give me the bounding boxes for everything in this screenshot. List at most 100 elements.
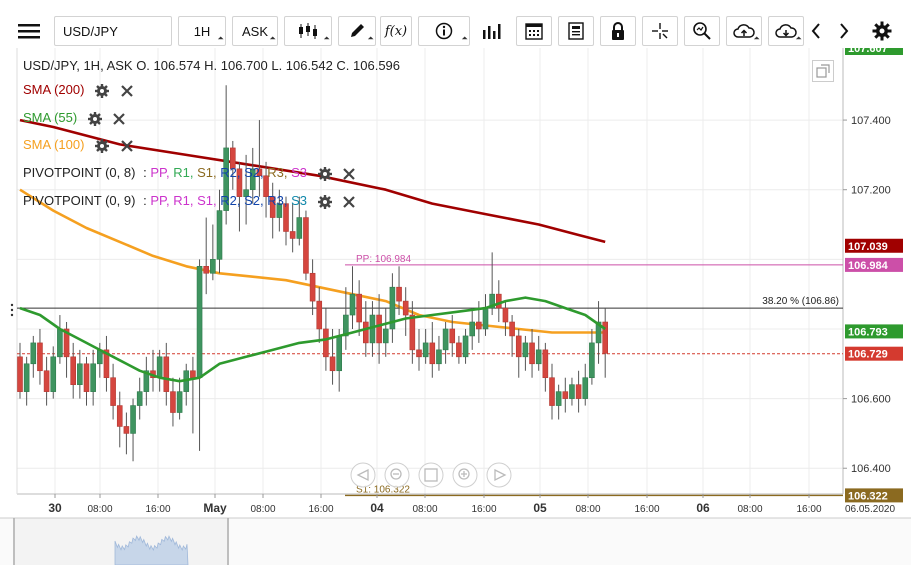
candle-body: [502, 307, 509, 323]
pivot8-label[interactable]: PIVOTPOINT (0, 8): [23, 165, 136, 180]
save-cloud-button[interactable]: [726, 16, 762, 46]
y-tick-label: 106.600: [851, 394, 891, 406]
candle-body: [103, 349, 110, 379]
candle-body: [522, 342, 529, 358]
pivot9-label[interactable]: PIVOTPOINT (0, 9): [23, 193, 136, 208]
volume-button[interactable]: [476, 16, 508, 46]
price-tag-label: 107.039: [848, 241, 888, 253]
menu-button[interactable]: [14, 16, 44, 46]
indicators-button[interactable]: f(x): [380, 16, 412, 46]
candle-body: [509, 321, 515, 337]
candle-body: [243, 189, 249, 197]
draw-tools-dropdown[interactable]: [338, 16, 376, 46]
candle-body: [529, 342, 535, 365]
price-tag-bg: [845, 238, 903, 253]
sma55-remove-close-icon[interactable]: [112, 112, 126, 126]
pivot9-r3: R3,: [267, 193, 288, 208]
candle-body: [23, 363, 30, 392]
sma55-line: [19, 296, 606, 383]
y-tick-label: 106.400: [851, 463, 891, 475]
info-dropdown[interactable]: [418, 16, 470, 46]
chart-area[interactable]: 38.20 % (106.86) PP: 106.984 S1: 106.322 10…: [0, 41, 911, 565]
candle-body: [436, 349, 442, 365]
price-tag-bg: [845, 257, 903, 272]
x-tick-label: 08:00: [575, 504, 600, 515]
candle-body: [163, 356, 170, 392]
interval-dropdown[interactable]: 1H: [178, 16, 226, 46]
candle-body: [77, 363, 83, 385]
zoom-button[interactable]: [684, 16, 720, 46]
candle-body: [442, 328, 449, 351]
draw-icon: [351, 24, 364, 37]
symbol-selector[interactable]: USD/JPY: [54, 16, 172, 46]
candle-body: [489, 293, 495, 309]
lock-button[interactable]: [600, 16, 636, 46]
price-chart[interactable]: 38.20 % (106.86) PP: 106.984 S1: 106.322 10…: [0, 41, 911, 565]
pivot8-settings-gear-icon[interactable]: [317, 166, 333, 182]
zoom-reset-icon: [424, 468, 438, 482]
x-tick-label: 06.05.2020: [845, 504, 895, 515]
settings-button[interactable]: [868, 16, 896, 46]
candlestick-type-icon: [299, 23, 317, 39]
candle-body: [303, 217, 309, 274]
x-tick-label: 08:00: [737, 504, 762, 515]
candle-body: [535, 349, 542, 365]
candle-body: [50, 356, 57, 392]
pivot8-remove-close-icon[interactable]: [342, 167, 356, 181]
popout-button[interactable]: [812, 60, 834, 82]
pivot9-pp: PP,: [150, 193, 170, 208]
pivot8-s3: S3: [291, 165, 307, 180]
candle-body: [589, 342, 595, 379]
sma200-label[interactable]: SMA (200): [23, 82, 85, 97]
x-tick-label: 08:00: [250, 504, 275, 515]
candle-body: [43, 370, 50, 392]
price-tag-label: 106.793: [848, 326, 888, 338]
sma100-settings-gear-icon[interactable]: [94, 138, 110, 154]
zoom-forward-icon: [494, 468, 507, 482]
sma55-label[interactable]: SMA (55): [23, 110, 78, 125]
news-button[interactable]: [558, 16, 594, 46]
candle-body: [575, 384, 582, 399]
price-tag-bg: [845, 346, 903, 361]
sma200-settings-gear-icon[interactable]: [94, 83, 110, 99]
news-icon: [568, 22, 584, 40]
load-cloud-button[interactable]: [768, 16, 804, 46]
sma55-settings-gear-icon[interactable]: [87, 111, 103, 127]
y-tick-label: 107.200: [851, 185, 891, 197]
pivot8-pp: PP,: [150, 165, 170, 180]
candle-body: [555, 391, 562, 406]
price-tag-label: 106.729: [848, 349, 888, 361]
candle-body: [595, 321, 602, 344]
candle-body: [495, 293, 502, 309]
calendar-button[interactable]: [516, 16, 552, 46]
price-tag-bg: [845, 488, 903, 503]
x-tick-label: 08:00: [412, 504, 437, 515]
cloud-download-icon: [775, 24, 797, 38]
x-tick-label: 16:00: [634, 504, 659, 515]
price-type-dropdown[interactable]: ASK: [232, 16, 278, 46]
scroll-left-button[interactable]: [806, 16, 826, 46]
candle-body: [349, 293, 356, 316]
pivot9-colon: :: [143, 193, 147, 208]
symbol-label: USD/JPY: [63, 24, 118, 39]
crosshair-button[interactable]: [642, 16, 678, 46]
scroll-right-button[interactable]: [834, 16, 854, 46]
x-tick-label: 04: [370, 501, 384, 515]
sma100-label[interactable]: SMA (100): [23, 137, 85, 152]
pivot9-settings-gear-icon[interactable]: [317, 194, 333, 210]
crosshair-icon: [652, 23, 668, 39]
price-tag-label: 107.607: [848, 48, 888, 55]
candle-body: [515, 335, 522, 358]
candle-body: [223, 147, 229, 211]
chart-type-dropdown[interactable]: [284, 16, 332, 46]
candle-body: [389, 286, 396, 330]
candle-body: [83, 363, 90, 392]
sma100-remove-close-icon[interactable]: [120, 139, 134, 153]
pivot9-s3: S3: [291, 193, 307, 208]
x-tick-label: 16:00: [145, 504, 170, 515]
pivot9-s2: S2,: [244, 193, 264, 208]
sma200-remove-close-icon[interactable]: [120, 84, 134, 98]
candle-body: [190, 370, 196, 379]
pivot9-remove-close-icon[interactable]: [342, 195, 356, 209]
candle-body: [602, 321, 609, 354]
